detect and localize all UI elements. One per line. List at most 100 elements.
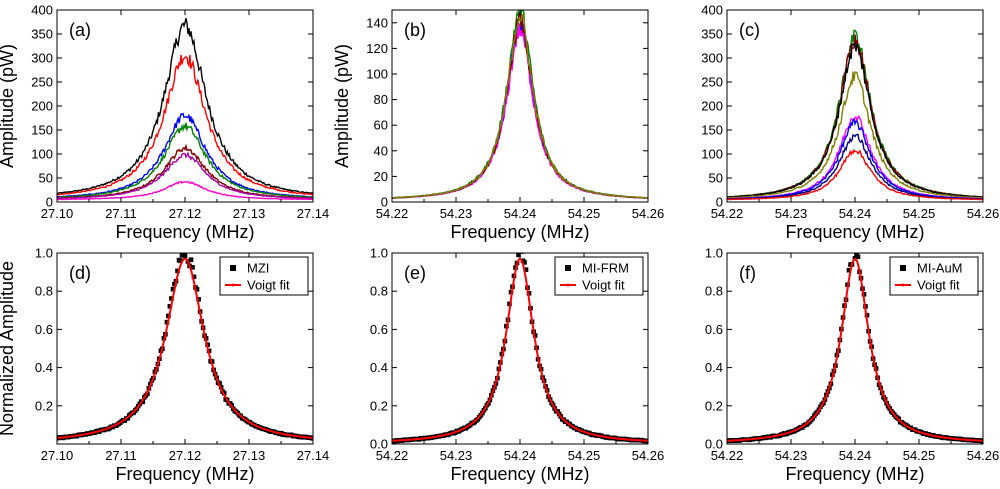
- series-line-4: [57, 122, 313, 199]
- x-tick-label: 54.25: [568, 206, 601, 221]
- plot-area: [57, 18, 313, 201]
- y-tick-label: 300: [31, 51, 53, 66]
- series-line-6: [57, 151, 313, 200]
- y-tick-label: 150: [31, 123, 53, 138]
- data-point: [523, 267, 529, 272]
- plot-area: [392, 253, 648, 444]
- x-tick-label: 27.13: [233, 448, 266, 463]
- y-tick-label: 250: [701, 75, 723, 90]
- panel-b: 54.22 54.23 54.24 54.25 54.26 0 20 40 60 80 100 120…: [332, 9, 665, 242]
- x-tick-label: 54.26: [632, 448, 665, 463]
- y-tick-label: 350: [31, 27, 53, 42]
- series-line-1: [57, 18, 313, 195]
- panel-e: 54.22 54.23 54.24 54.25 54.26 0.0 0.2 0.4 0.6 0.8…: [370, 246, 664, 485]
- x-axis-label: Frequency (MHz): [115, 464, 254, 484]
- y-tick-label: 400: [31, 3, 53, 18]
- y-tick-label: 60: [374, 118, 388, 133]
- legend-label: Voigt fit: [917, 278, 960, 293]
- panel-f: 54.22 54.23 54.24 54.25 54.26 0.0 0.2 0.4 0.6 0.8…: [705, 246, 999, 485]
- data-point: [194, 287, 200, 292]
- y-tick-label: 0.4: [35, 360, 53, 375]
- fit-line: [727, 257, 983, 442]
- y-tick-label: 20: [374, 169, 388, 184]
- panel-label: (b): [404, 20, 426, 40]
- legend-label: MZI: [247, 261, 269, 276]
- y-tick-label: 0.4: [370, 360, 388, 375]
- y-tick-label: 100: [366, 67, 388, 82]
- y-tick-label: 400: [701, 3, 723, 18]
- y-tick-label: 100: [701, 147, 723, 162]
- data-point: [508, 289, 514, 295]
- x-tick-label: 54.26: [967, 448, 1000, 463]
- legend-line-marker: [231, 283, 235, 287]
- plot-area: [392, 10, 648, 199]
- x-axis-label: Frequency (MHz): [450, 222, 589, 242]
- x-tick-label: 54.26: [967, 206, 1000, 221]
- y-axis-label: Normalized Amplitude: [0, 261, 17, 436]
- legend-box: [889, 256, 979, 296]
- y-tick-label: 0.2: [35, 398, 53, 413]
- data-point: [191, 274, 197, 280]
- y-tick-label: 150: [701, 123, 723, 138]
- y-tick-label: 50: [709, 171, 723, 186]
- fit-line: [392, 257, 648, 442]
- x-tick-label: 54.24: [504, 206, 537, 221]
- y-tick-label: 0.6: [370, 322, 388, 337]
- x-axis-label: Frequency (MHz): [115, 222, 254, 242]
- y-tick-label: 0: [716, 195, 723, 210]
- legend-box: [219, 256, 309, 296]
- y-tick-label: 140: [366, 15, 388, 30]
- series-line-1: [727, 29, 983, 198]
- data-point: [179, 253, 185, 258]
- legend: MZI Voigt fit: [219, 256, 309, 296]
- x-tick-label: 54.24: [504, 448, 537, 463]
- x-tick-label: 27.12: [169, 206, 202, 221]
- x-axis-label: Frequency (MHz): [785, 464, 924, 484]
- legend-line-marker: [566, 283, 570, 287]
- legend: MI-AuM Voigt fit: [889, 256, 979, 296]
- series-line-5: [727, 114, 983, 200]
- data-point: [169, 296, 174, 301]
- x-tick-label: 54.25: [568, 448, 601, 463]
- y-tick-label: 0: [46, 195, 53, 210]
- x-tick-label: 54.24: [839, 448, 872, 463]
- plot-frame: [56, 9, 314, 203]
- y-tick-label: 40: [374, 143, 388, 158]
- panel-c: 54.22 54.23 54.24 54.25 54.26 0 50 100 150 200 250…: [701, 3, 999, 243]
- x-tick-label: 54.22: [376, 448, 409, 463]
- data-point: [175, 268, 180, 274]
- y-tick-label: 0.0: [705, 437, 723, 452]
- y-tick-label: 0.8: [370, 284, 388, 299]
- y-axis-label: Amplitude (pW): [332, 44, 352, 168]
- series-line-8: [727, 148, 983, 201]
- y-tick-label: 1.0: [705, 246, 723, 261]
- plot-area: [727, 29, 983, 201]
- x-tick-label: 27.14: [297, 448, 330, 463]
- series-line-7: [727, 133, 983, 200]
- legend-marker: [900, 265, 906, 271]
- panel-label: (c): [739, 20, 760, 40]
- series-line-6: [727, 118, 983, 200]
- series-line-7: [57, 180, 313, 201]
- series-line-2: [392, 23, 648, 199]
- data-point: [846, 267, 852, 273]
- x-tick-label: 27.13: [233, 206, 266, 221]
- plot-area: [727, 253, 983, 444]
- y-tick-label: 0.6: [705, 322, 723, 337]
- x-tick-label: 27.10: [41, 448, 74, 463]
- series-line-3: [727, 41, 983, 198]
- data-point: [184, 245, 189, 250]
- data-point: [170, 286, 176, 292]
- x-tick-label: 27.10: [41, 206, 74, 221]
- x-tick-label: 27.12: [169, 448, 202, 463]
- legend-line-marker: [901, 283, 905, 287]
- y-axis-label: Amplitude (pW): [0, 44, 17, 168]
- y-tick-label: 50: [39, 171, 53, 186]
- x-axis-label: Frequency (MHz): [785, 222, 924, 242]
- y-tick-label: 0.8: [705, 284, 723, 299]
- series-line-5: [392, 13, 648, 199]
- y-tick-label: 0.4: [705, 360, 723, 375]
- x-tick-label: 54.23: [775, 206, 808, 221]
- y-tick-label: 0.8: [35, 284, 53, 299]
- x-tick-label: 54.26: [632, 206, 665, 221]
